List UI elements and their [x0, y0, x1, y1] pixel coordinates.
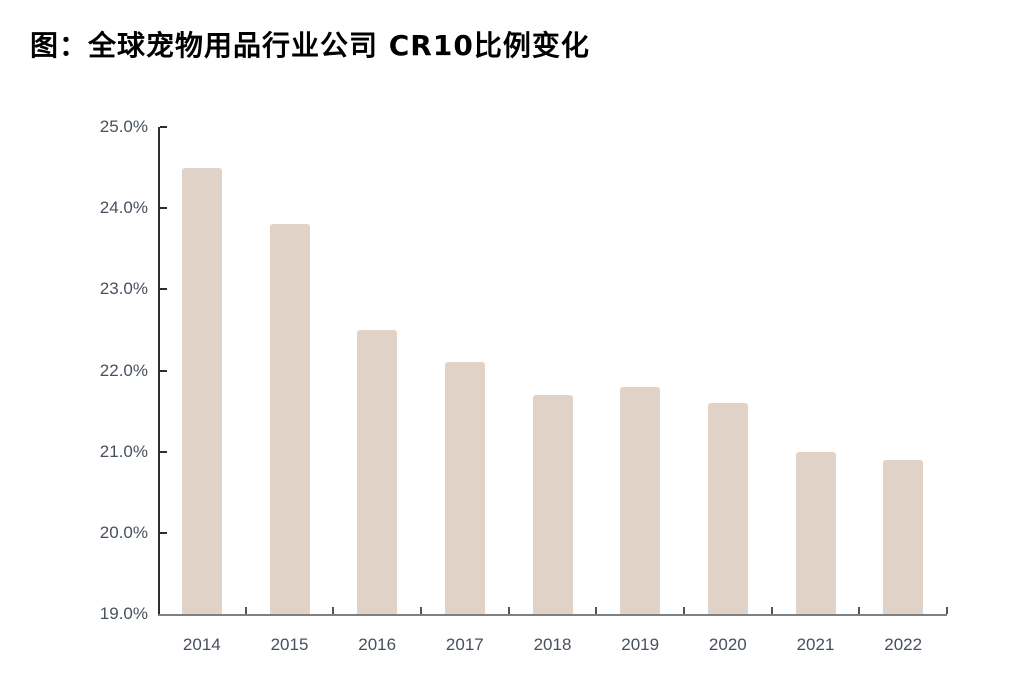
- x-tick: [595, 607, 598, 614]
- bar-2020: [707, 402, 748, 614]
- x-axis-tick-label: 2014: [182, 635, 221, 654]
- x-tick: [946, 607, 948, 614]
- x-axis-tick-label: 2020: [708, 635, 747, 654]
- y-axis-tick-label: 20.0%: [99, 522, 148, 542]
- x-axis-tick-label: 2015: [270, 635, 309, 654]
- bar-2016: [357, 329, 398, 614]
- y-axis-tick-label: 19.0%: [99, 604, 148, 623]
- x-tick: [332, 607, 335, 614]
- y-tick: [160, 531, 167, 534]
- y-tick: [160, 288, 167, 291]
- y-axis-tick-label: 24.0%: [99, 198, 148, 218]
- y-tick: [160, 126, 167, 128]
- bar-2018: [532, 394, 573, 614]
- x-tick: [420, 607, 422, 614]
- chart-title: 图：全球宠物用品行业公司 CR10比例变化: [30, 29, 590, 62]
- x-tick: [858, 607, 861, 614]
- bar-2015: [269, 224, 310, 614]
- y-axis-tick-label: 22.0%: [99, 360, 148, 380]
- x-axis-tick-label: 2021: [796, 635, 835, 654]
- bar-2017: [444, 362, 485, 614]
- x-tick: [244, 607, 247, 614]
- x-axis-tick-label: 2016: [358, 635, 397, 654]
- y-tick: [160, 369, 167, 372]
- y-axis-line: [158, 127, 160, 616]
- y-tick: [160, 450, 167, 453]
- x-tick: [770, 607, 773, 614]
- bar-2022: [883, 459, 924, 614]
- y-tick: [160, 207, 167, 210]
- y-axis-tick-label: 21.0%: [99, 441, 148, 461]
- bar-2014: [181, 167, 222, 614]
- x-axis-tick-label: 2017: [445, 635, 484, 654]
- x-axis-line: [158, 614, 947, 616]
- x-tick: [683, 607, 685, 614]
- bar-2019: [620, 386, 661, 614]
- y-axis-tick-label: 25.0%: [99, 117, 148, 136]
- x-axis-tick-label: 2018: [533, 635, 572, 654]
- bar-2021: [795, 451, 836, 614]
- x-axis-tick-label: 2019: [621, 635, 660, 654]
- x-tick: [507, 607, 510, 614]
- y-axis-tick-label: 23.0%: [99, 279, 148, 299]
- x-axis-tick-label: 2022: [884, 635, 923, 654]
